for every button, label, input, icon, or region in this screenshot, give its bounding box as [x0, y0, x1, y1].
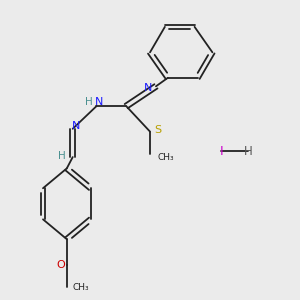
Text: N: N — [95, 97, 104, 107]
Text: H: H — [85, 97, 93, 107]
Text: S: S — [154, 125, 161, 135]
Text: CH₃: CH₃ — [158, 153, 174, 162]
Text: N: N — [71, 121, 80, 131]
Text: I: I — [220, 145, 223, 158]
Text: H: H — [244, 145, 253, 158]
Text: CH₃: CH₃ — [73, 283, 89, 292]
Text: H: H — [58, 151, 66, 161]
Text: O: O — [56, 260, 65, 270]
Text: N: N — [144, 83, 153, 93]
